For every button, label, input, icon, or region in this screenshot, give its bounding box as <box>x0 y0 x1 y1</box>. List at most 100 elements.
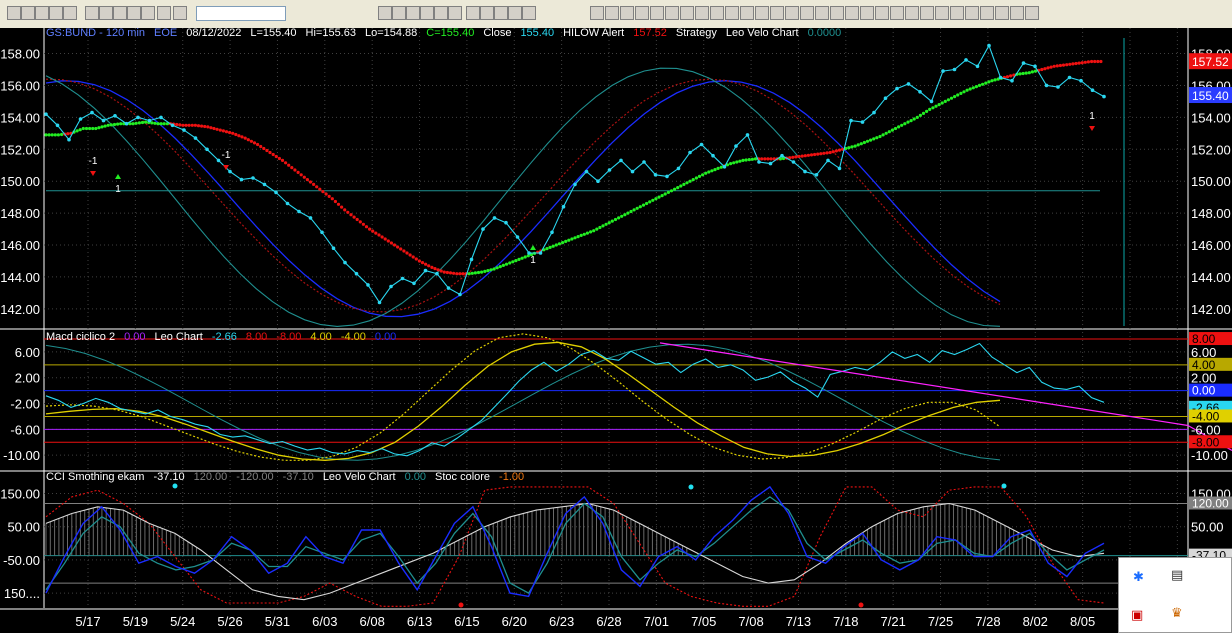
tool-icon[interactable] <box>815 6 829 20</box>
strategy-dot <box>704 171 708 175</box>
close-dot <box>216 158 221 163</box>
zoom-in-icon[interactable] <box>378 6 392 20</box>
tool-icon[interactable] <box>785 6 799 20</box>
print-icon[interactable] <box>85 6 99 20</box>
close-dot <box>481 227 485 231</box>
strategy-dot <box>1093 59 1097 64</box>
tool-icon[interactable] <box>920 6 934 20</box>
strategy-dot <box>224 130 229 134</box>
strategy-dot <box>181 123 185 127</box>
zoom-out-icon[interactable] <box>392 6 406 20</box>
close-dot <box>251 176 255 180</box>
tool-icon[interactable] <box>590 6 604 20</box>
strategy-dot <box>663 192 667 196</box>
cursor-icon[interactable] <box>406 6 420 20</box>
arrow-up-icon[interactable] <box>480 6 494 20</box>
tool-icon[interactable] <box>725 6 739 20</box>
tool-icon[interactable] <box>950 6 964 20</box>
lock-icon[interactable] <box>141 6 155 20</box>
strategy-dot <box>794 155 798 159</box>
strategy-dot <box>893 126 898 131</box>
fib-icon[interactable] <box>466 6 480 20</box>
strategy-dot <box>349 213 353 217</box>
tool-icon[interactable] <box>605 6 619 20</box>
strategy-dot <box>719 165 723 169</box>
line-icon[interactable] <box>434 6 448 20</box>
symbol-select[interactable] <box>196 6 286 21</box>
strategy-dot <box>277 156 281 161</box>
tool-icon[interactable] <box>665 6 679 20</box>
header-item: Leo Velo Chart <box>323 471 396 483</box>
tool-icon[interactable] <box>695 6 709 20</box>
text-icon[interactable] <box>448 6 462 20</box>
tool-icon[interactable] <box>830 6 844 20</box>
strategy-dot <box>564 239 568 243</box>
strategy-dot <box>396 245 400 249</box>
strategy-dot <box>623 213 627 217</box>
bluetooth-icon[interactable]: ✱ <box>1133 570 1144 585</box>
chart-canvas[interactable]: 5/17 5/19 5/24 5/26 5/31 6/03 6/08 6/13 6/15 6/20… <box>0 28 1232 633</box>
tool-icon[interactable] <box>995 6 1009 20</box>
close-dot <box>699 142 704 147</box>
abc-icon[interactable] <box>522 6 536 20</box>
tool-icon[interactable] <box>935 6 949 20</box>
tool-icon[interactable] <box>905 6 919 20</box>
tool-icon[interactable] <box>860 6 874 20</box>
header-item: -2.66 <box>212 331 237 343</box>
close-icon[interactable] <box>63 6 77 20</box>
tool-icon[interactable] <box>755 6 769 20</box>
tool-icon[interactable] <box>650 6 664 20</box>
y-tick-label: 150.00 <box>0 487 40 502</box>
tool-icon[interactable] <box>635 6 649 20</box>
save-icon[interactable] <box>35 6 49 20</box>
close-dot <box>653 173 658 177</box>
tool-icon[interactable] <box>890 6 904 20</box>
y-tick-label: 50.00 <box>7 520 40 535</box>
system-tray: ✱ ▤ ▣ ♛ <box>1118 557 1232 633</box>
strategy-dot <box>903 122 907 126</box>
strategy-dot <box>956 93 960 97</box>
folder-icon[interactable] <box>49 6 63 20</box>
strategy-dot <box>987 80 991 84</box>
strategy-dot <box>654 197 658 201</box>
strategy-dot <box>610 219 614 223</box>
x-tick-label: 7/21 <box>881 614 906 629</box>
tool-icon[interactable] <box>965 6 979 20</box>
doc-icon[interactable] <box>113 6 127 20</box>
crosshair-icon[interactable] <box>420 6 434 20</box>
strategy-dot <box>582 232 586 236</box>
strategy-dot <box>716 166 720 170</box>
image-icon[interactable] <box>157 6 171 20</box>
tool-icon[interactable] <box>980 6 994 20</box>
tool-icon[interactable] <box>800 6 814 20</box>
arrow-down-icon[interactable] <box>494 6 508 20</box>
tool-icon[interactable] <box>680 6 694 20</box>
tool-icon[interactable] <box>1010 6 1024 20</box>
app-icon[interactable]: ▣ <box>1131 608 1144 623</box>
strategy-dot <box>778 157 783 161</box>
header-item: Leo Velo Chart <box>726 28 799 39</box>
header-item: 0.00 <box>405 471 426 483</box>
tool-icon[interactable] <box>1025 6 1039 20</box>
strategy-dot <box>153 121 157 125</box>
preview-icon[interactable] <box>99 6 113 20</box>
strategy-dot <box>150 121 154 125</box>
close-dot <box>515 235 520 239</box>
tool-icon[interactable] <box>845 6 859 20</box>
open-icon[interactable] <box>21 6 35 20</box>
tool-icon[interactable] <box>620 6 634 20</box>
tool-icon[interactable] <box>875 6 889 20</box>
strategy-dot <box>1086 60 1090 64</box>
network-icon[interactable]: ▤ <box>1171 568 1184 583</box>
strategy-dot <box>445 270 449 275</box>
paint-icon[interactable] <box>173 6 187 20</box>
circle-icon[interactable] <box>508 6 522 20</box>
cci-value-box <box>1189 496 1232 510</box>
tool-icon[interactable] <box>710 6 724 20</box>
tool-icon[interactable] <box>740 6 754 20</box>
strategy-dot <box>669 189 674 193</box>
tool-icon[interactable] <box>770 6 784 20</box>
crown-icon[interactable]: ♛ <box>1171 606 1183 621</box>
table-icon[interactable] <box>127 6 141 20</box>
new-icon[interactable] <box>7 6 21 20</box>
